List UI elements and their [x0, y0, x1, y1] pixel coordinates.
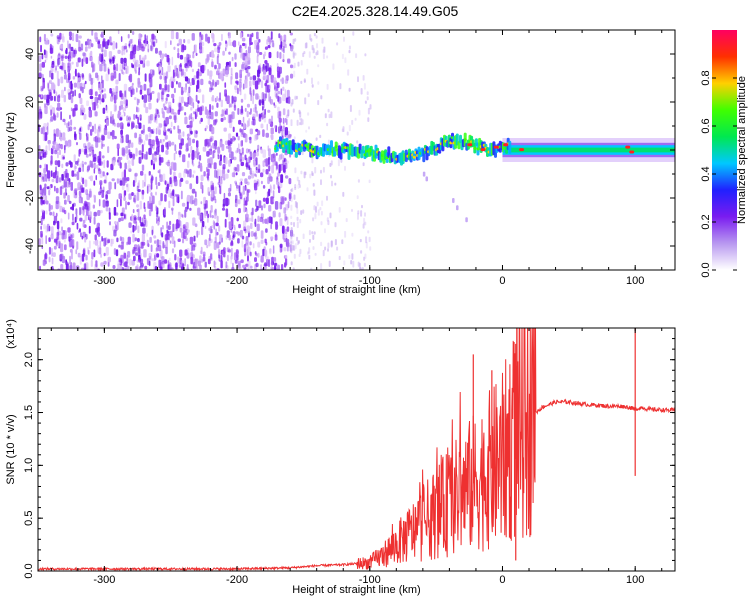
y-tick-label: 40 — [24, 48, 36, 60]
x-tick-label: -100 — [359, 275, 381, 287]
snr-frame — [37, 327, 676, 572]
y-tick-label: 0.5 — [23, 511, 35, 526]
y-tick-label: 2.0 — [23, 352, 35, 367]
y-axis-title: Frequency (Hz) — [5, 112, 17, 188]
x-tick-label: -200 — [226, 275, 248, 287]
x-axis-title: Height of straight line (km) — [292, 584, 420, 596]
spectrogram-image — [38, 30, 675, 270]
y-tick-label: 1.5 — [23, 405, 35, 420]
colorbar-tick-label: 0.0 — [700, 262, 712, 277]
y-tick-label: 0 — [24, 147, 36, 153]
y-tick-label: -20 — [24, 190, 36, 206]
snr-line — [38, 328, 675, 571]
snr-plot-area — [38, 328, 675, 571]
x-axis-title: Height of straight line (km) — [292, 284, 420, 296]
y-tick-label: -40 — [24, 238, 36, 254]
y-tick-label: 0.0 — [23, 563, 35, 578]
colorbar-tick-label: 0.4 — [700, 166, 712, 181]
x-tick-label: 0 — [499, 275, 505, 287]
y-tick-label: 20 — [24, 96, 36, 108]
x-tick-label: 100 — [626, 275, 644, 287]
x-tick-label: -300 — [93, 275, 115, 287]
y-tick-label: 1.0 — [23, 458, 35, 473]
y-axis-title: SNR (10 * v/v) — [5, 414, 17, 484]
colorbar: 0.0 0.2 0.4 0.6 0.8 Normalized spectral ampli… — [700, 30, 748, 278]
colorbar-label: Normalized spectral amplitude — [736, 76, 748, 224]
x-tick-label: 0 — [499, 574, 505, 586]
x-tick-label: -300 — [93, 574, 115, 586]
y-multiplier-label: (x10⁴) — [5, 319, 17, 349]
colorbar-gradient — [712, 30, 737, 270]
colorbar-tick-label: 0.6 — [700, 118, 712, 133]
x-tick-label: -100 — [359, 574, 381, 586]
chart-title: C2E4.2025.328.14.49.G05 — [291, 3, 459, 19]
x-tick-label: 100 — [626, 574, 644, 586]
colorbar-tick-label: 0.8 — [700, 70, 712, 85]
snr-panel: -300 -200 -100 0 100 0.0 0.5 1.0 1.5 2.0 Height of… — [5, 319, 676, 596]
x-tick-label: -200 — [226, 574, 248, 586]
colorbar-tick-label: 0.2 — [700, 214, 712, 229]
